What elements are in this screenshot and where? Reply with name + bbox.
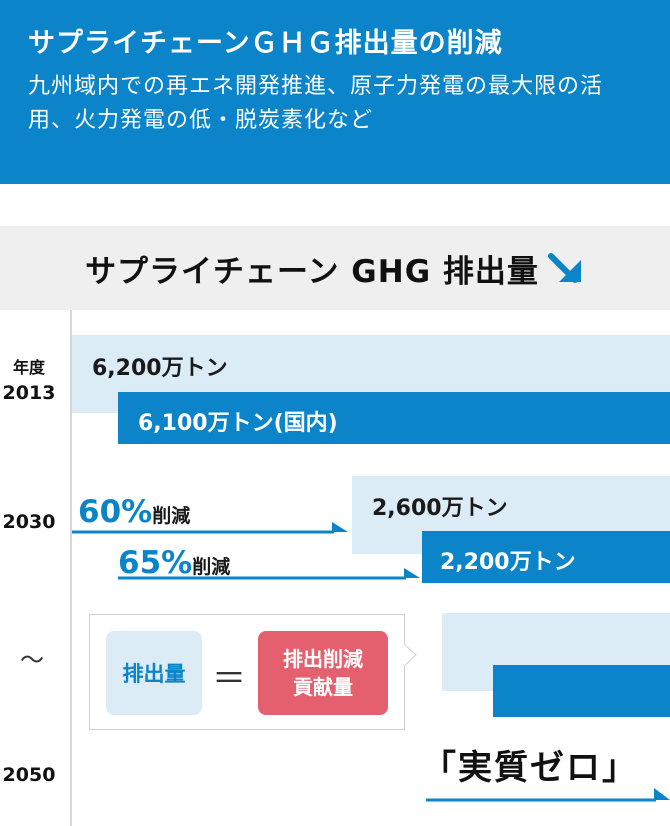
reduction-60-percent: 60%: [78, 494, 153, 530]
reduction-60: 60%削減: [78, 494, 190, 530]
legend-contribution-chip: 排出削減貢献量: [258, 631, 388, 715]
net-zero-arrow-icon: [426, 788, 670, 802]
legend-pointer-icon: [404, 644, 417, 666]
reduction-65-label: 削減: [192, 556, 231, 578]
legend-equals: ＝: [212, 659, 246, 699]
bar-2030-total-label: 2,600万トン: [372, 496, 508, 521]
legend-contribution-label: 排出削減貢献量: [283, 647, 363, 699]
reduction-65-arrow-icon: [118, 568, 420, 580]
bar-2013-domestic: [118, 392, 670, 444]
reduction-60-arrow-icon: [72, 522, 348, 534]
fiscal-year-label: 年度: [12, 358, 45, 377]
bar-2030-domestic-label: 2,200万トン: [440, 550, 576, 575]
bar-2030-domestic: [422, 531, 670, 583]
year-2030: 2030: [2, 511, 56, 533]
year-2050: 2050: [2, 764, 56, 786]
reduction-65: 65%削減: [118, 545, 230, 581]
reduction-60-label: 削減: [152, 505, 191, 527]
legend-box: 排出量 ＝ 排出削減貢献量: [89, 614, 405, 730]
timeline-axis: [70, 310, 72, 826]
header-title: サプライチェーンＧＨＧ排出量の削減: [28, 28, 503, 59]
header-banner: サプライチェーンＧＨＧ排出量の削減 九州域内での再エネ開発推進、原子力発電の最大…: [0, 0, 670, 184]
down-right-arrow-icon: [547, 253, 581, 283]
chart-title: サプライチェーン GHG 排出量: [85, 253, 539, 290]
bar-future-domestic: [493, 665, 670, 717]
timeline-gap-tilde: ～: [20, 646, 44, 674]
bar-2013-total-label: 6,200万トン: [92, 356, 228, 381]
legend-emissions-chip: 排出量: [106, 631, 202, 715]
chart-title-band: サプライチェーン GHG 排出量: [0, 226, 670, 310]
header-subtitle: 九州域内での再エネ開発推進、原子力発電の最大限の活用、火力発電の低・脱炭素化など: [28, 74, 604, 133]
bar-2013-domestic-label: 6,100万トン(国内): [138, 411, 338, 436]
reduction-65-percent: 65%: [118, 545, 193, 581]
net-zero-label: 「実質ゼロ」: [422, 748, 638, 788]
year-2013: 2013: [2, 382, 56, 404]
